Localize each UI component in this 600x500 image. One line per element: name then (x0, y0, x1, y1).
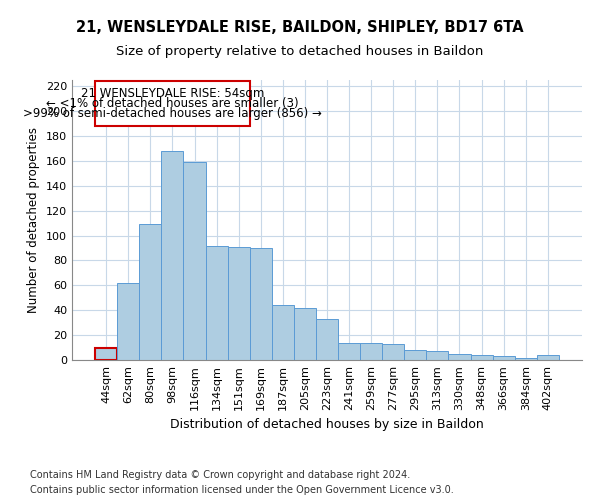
Bar (382, 344, 404, 360)
Bar (95, 348, 117, 360)
Bar (184, 162, 206, 360)
Bar (294, 308, 316, 360)
Text: Contains public sector information licensed under the Open Government Licence v3: Contains public sector information licen… (30, 485, 454, 495)
Text: 21 WENSLEYDALE RISE: 54sqm: 21 WENSLEYDALE RISE: 54sqm (81, 88, 264, 101)
Bar (470, 355, 493, 360)
Bar (117, 283, 139, 360)
Text: 21, WENSLEYDALE RISE, BAILDON, SHIPLEY, BD17 6TA: 21, WENSLEYDALE RISE, BAILDON, SHIPLEY, … (76, 20, 524, 35)
Bar (404, 350, 427, 360)
Bar (139, 224, 161, 360)
Bar (537, 355, 559, 360)
Text: Size of property relative to detached houses in Baildon: Size of property relative to detached ho… (116, 45, 484, 58)
Bar (272, 305, 294, 360)
Bar (493, 356, 515, 360)
Bar (427, 352, 448, 360)
Bar (227, 247, 250, 360)
Bar (338, 342, 360, 360)
Bar (360, 342, 382, 360)
Bar (515, 358, 537, 360)
X-axis label: Distribution of detached houses by size in Baildon: Distribution of detached houses by size … (170, 418, 484, 432)
Bar (316, 319, 338, 360)
Bar (206, 246, 227, 360)
Y-axis label: Number of detached properties: Number of detached properties (28, 127, 40, 313)
Bar (95, 81, 250, 126)
Bar (161, 151, 184, 360)
Text: >99% of semi-detached houses are larger (856) →: >99% of semi-detached houses are larger … (23, 108, 322, 120)
Bar (448, 354, 470, 360)
Text: ← <1% of detached houses are smaller (3): ← <1% of detached houses are smaller (3) (46, 98, 299, 110)
Text: Contains HM Land Registry data © Crown copyright and database right 2024.: Contains HM Land Registry data © Crown c… (30, 470, 410, 480)
Bar (250, 248, 272, 360)
